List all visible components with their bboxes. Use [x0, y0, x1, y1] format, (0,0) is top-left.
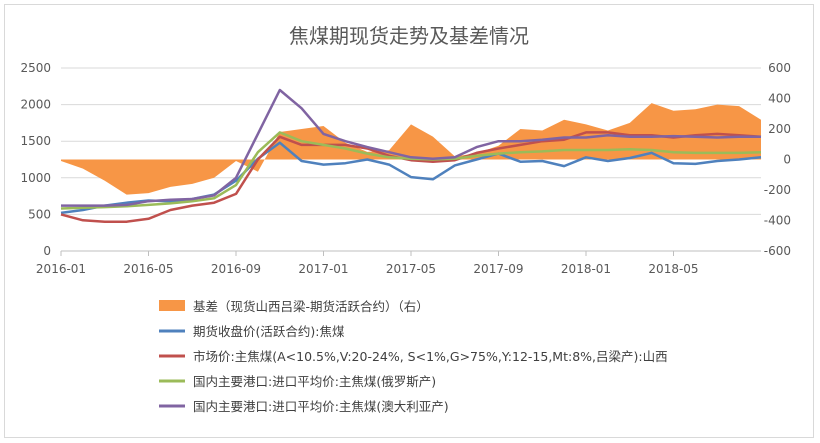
legend-swatch-area [159, 300, 185, 311]
y-left-tick-label: 1500 [20, 134, 51, 148]
series-basis-area [61, 103, 761, 195]
series-line-3 [60, 131, 762, 210]
y-left-tick-label: 1000 [20, 171, 51, 185]
series-line-2 [60, 131, 762, 223]
x-tick-label: 2017-05 [386, 262, 436, 276]
y-right-tick-label: -200 [764, 183, 791, 197]
legend-label: 国内主要港口:进口平均价:主焦煤(俄罗斯产) [193, 374, 436, 389]
chart-frame: 焦煤期现货走势及基差情况 2500 2000 1500 1000 500 0 600 400 2… [4, 4, 814, 438]
y-left-tick-label: 2000 [20, 98, 51, 112]
chart-svg: 焦煤期现货走势及基差情况 250020001500100050006004002… [20, 24, 791, 414]
x-tick-label: 2016-01 [36, 262, 86, 276]
axis-labels: 250020001500100050006004002000-200-400-6… [20, 61, 791, 276]
x-tick-label: 2018-05 [648, 262, 698, 276]
chart-title: 焦煤期现货走势及基差情况 [289, 24, 529, 48]
legend-label: 市场价:主焦煤(A<10.5%,V:20-24%, S<1%,G>75%,Y:1… [193, 349, 668, 364]
series-line-4 [61, 88, 761, 207]
y-left-tick-label: 2500 [20, 61, 51, 75]
x-tick-label: 2017-09 [473, 262, 523, 276]
legend-label: 基差（现货山西吕梁-期货活跃合约）（右） [193, 299, 429, 314]
x-tick-label: 2017-01 [298, 262, 348, 276]
y-right-tick-label: -400 [764, 214, 791, 228]
y-right-tick-label: 0 [783, 153, 791, 167]
y-left-tick-label: 0 [43, 244, 51, 258]
x-tick-label: 2016-09 [211, 262, 261, 276]
x-tick-label: 2018-01 [561, 262, 611, 276]
basis-area-layer [61, 103, 761, 195]
legend: 基差（现货山西吕梁-期货活跃合约）（右） 期货收盘价(活跃合约):焦煤市场价:主焦… [159, 299, 668, 414]
x-tick-label: 2016-05 [123, 262, 173, 276]
legend-label: 期货收盘价(活跃合约):焦煤 [193, 324, 345, 339]
price-lines-layer [60, 88, 762, 223]
y-right-tick-label: 600 [768, 61, 791, 75]
legend-label: 国内主要港口:进口平均价:主焦煤(澳大利亚产) [193, 399, 449, 414]
y-left-tick-label: 500 [28, 207, 51, 221]
y-right-tick-label: 200 [768, 122, 791, 136]
y-right-tick-label: 400 [768, 92, 791, 106]
y-right-tick-label: -600 [764, 244, 791, 258]
